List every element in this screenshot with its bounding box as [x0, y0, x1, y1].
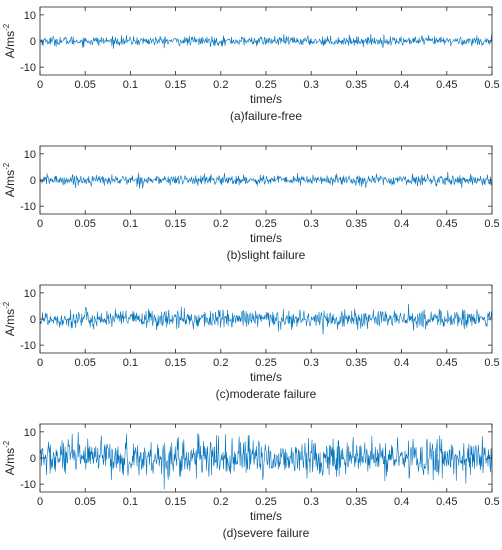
x-tick-label: 0.5	[484, 496, 499, 508]
y-axis-label-exponent: -2	[2, 23, 11, 31]
y-tick-label: -10	[20, 340, 36, 352]
x-tick-label: 0.05	[74, 496, 95, 508]
x-tick-label: 0	[37, 357, 43, 369]
y-tick-label: 10	[24, 427, 36, 439]
y-tick-label: 10	[24, 288, 36, 300]
x-tick-label: 0.15	[165, 79, 186, 91]
x-tick-label: 0.5	[484, 357, 499, 369]
y-tick-label: 10	[24, 10, 36, 22]
y-axis-label-base: A/ms	[3, 448, 17, 475]
x-tick-label: 0.05	[74, 357, 95, 369]
x-tick-label: 0.2	[213, 496, 228, 508]
y-tick-label: -10	[20, 62, 36, 74]
x-tick-label: 0.25	[255, 357, 276, 369]
x-tick-label: 0.2	[213, 357, 228, 369]
x-tick-label: 0.35	[346, 218, 367, 230]
x-tick-label: 0.4	[394, 357, 409, 369]
signal-trace	[39, 431, 493, 490]
x-tick-label: 0.2	[213, 79, 228, 91]
x-tick-label: 0.15	[165, 496, 186, 508]
x-tick-label: 0.15	[165, 357, 186, 369]
panel-b: 0 0.05 0.1 0.15 0.2 0.25 0.3 0.35 0.4 0.45 0.5100-…	[2, 145, 500, 262]
panel-caption: (a)failure-free	[230, 109, 302, 123]
x-tick-label: 0.2	[213, 218, 228, 230]
x-tick-label: 0.05	[74, 218, 95, 230]
x-tick-label: 0.3	[304, 357, 319, 369]
signal-trace	[39, 33, 493, 49]
x-tick-label: 0.1	[123, 496, 138, 508]
y-tick-label: 0	[30, 453, 36, 465]
y-axis-label: A/ms-2	[2, 440, 17, 475]
y-tick-label: -10	[20, 479, 36, 491]
x-tick-label: 0.35	[346, 357, 367, 369]
x-tick-label: 0.25	[255, 79, 276, 91]
y-axis-label-exponent: -2	[2, 162, 11, 170]
x-tick-label: 0.4	[394, 496, 409, 508]
x-axis-label: time/s	[250, 92, 282, 106]
y-axis-label: A/ms-2	[2, 301, 17, 336]
panel-caption: (b)slight failure	[227, 248, 306, 262]
x-tick-label: 0.5	[484, 79, 499, 91]
x-tick-label: 0.1	[123, 357, 138, 369]
y-axis-label-base: A/ms	[3, 31, 17, 58]
axes-box	[39, 423, 493, 493]
y-tick-label: 0	[30, 314, 36, 326]
y-axis-label-base: A/ms	[3, 170, 17, 197]
y-axis-label: A/ms-2	[2, 162, 17, 197]
y-tick-label: 10	[24, 149, 36, 161]
x-tick-label: 0.45	[436, 357, 457, 369]
x-tick-label: 0	[37, 79, 43, 91]
x-tick-label: 0.25	[255, 218, 276, 230]
x-tick-label: 0.5	[484, 218, 499, 230]
x-tick-label: 0.4	[394, 79, 409, 91]
x-tick-label: 0.35	[346, 496, 367, 508]
x-axis-label: time/s	[250, 509, 282, 523]
x-tick-label: 0.4	[394, 218, 409, 230]
x-axis-label: time/s	[250, 370, 282, 384]
panel-a: 0 0.05 0.1 0.15 0.2 0.25 0.3 0.35 0.4 0.45 0.5100-…	[2, 6, 500, 123]
y-tick-label: 0	[30, 175, 36, 187]
panel-caption: (c)moderate failure	[216, 387, 317, 401]
x-tick-label: 0.45	[436, 496, 457, 508]
x-tick-label: 0.45	[436, 79, 457, 91]
y-axis-label: A/ms-2	[2, 23, 17, 58]
x-tick-label: 0.05	[74, 79, 95, 91]
y-tick-label: 0	[30, 36, 36, 48]
x-tick-label: 0.3	[304, 218, 319, 230]
x-tick-label: 0.15	[165, 218, 186, 230]
y-axis-label-exponent: -2	[2, 301, 11, 309]
x-tick-label: 0.25	[255, 496, 276, 508]
x-tick-label: 0.35	[346, 79, 367, 91]
signal-trace	[39, 171, 493, 189]
panel-c: 0 0.05 0.1 0.15 0.2 0.25 0.3 0.35 0.4 0.45 0.5100-…	[2, 284, 500, 401]
y-axis-label-exponent: -2	[2, 440, 11, 448]
x-tick-label: 0.45	[436, 218, 457, 230]
panel-caption: (d)severe failure	[223, 526, 310, 540]
x-tick-label: 0	[37, 496, 43, 508]
x-tick-label: 0.1	[123, 218, 138, 230]
signal-trace	[39, 303, 493, 335]
x-tick-label: 0.1	[123, 79, 138, 91]
x-tick-label: 0	[37, 218, 43, 230]
x-tick-label: 0.3	[304, 79, 319, 91]
x-axis-label: time/s	[250, 231, 282, 245]
y-axis-label-base: A/ms	[3, 309, 17, 336]
y-tick-label: -10	[20, 201, 36, 213]
panel-d: 0 0.05 0.1 0.15 0.2 0.25 0.3 0.35 0.4 0.45 0.5100-…	[2, 423, 500, 540]
x-tick-label: 0.3	[304, 496, 319, 508]
